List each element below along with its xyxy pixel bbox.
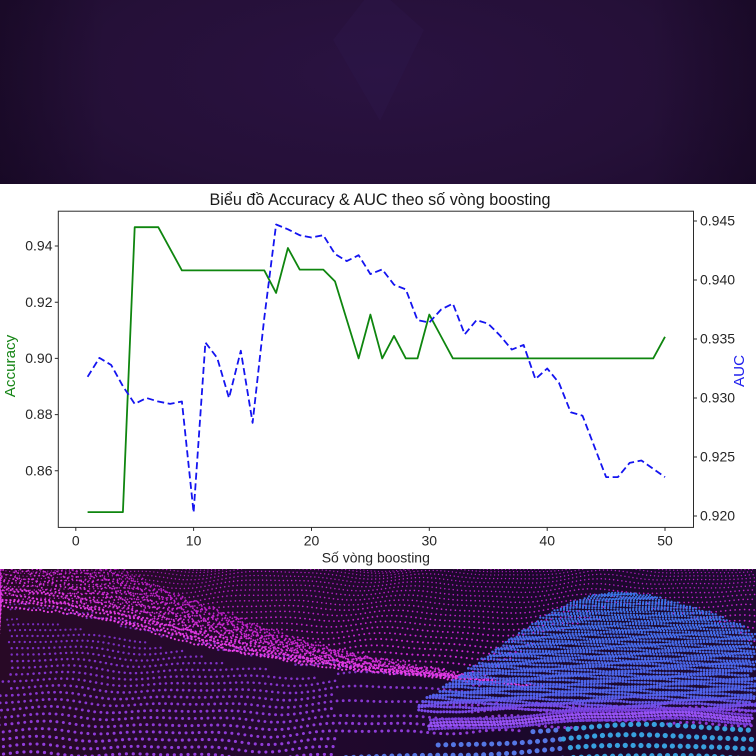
svg-text:40: 40 bbox=[539, 533, 555, 549]
svg-text:Accuracy: Accuracy bbox=[2, 334, 19, 397]
svg-text:0.920: 0.920 bbox=[700, 508, 735, 524]
svg-text:0: 0 bbox=[72, 533, 80, 549]
svg-text:Số vòng boosting: Số vòng boosting bbox=[322, 550, 430, 566]
svg-text:10: 10 bbox=[186, 533, 202, 549]
svg-text:20: 20 bbox=[304, 533, 320, 549]
svg-text:0.930: 0.930 bbox=[700, 390, 735, 406]
svg-text:0.92: 0.92 bbox=[25, 294, 52, 310]
svg-text:0.90: 0.90 bbox=[25, 350, 52, 366]
svg-text:30: 30 bbox=[422, 533, 438, 549]
svg-text:0.925: 0.925 bbox=[700, 449, 735, 465]
svg-text:Biểu đồ Accuracy & AUC theo số: Biểu đồ Accuracy & AUC theo số vòng boos… bbox=[209, 191, 550, 209]
svg-text:0.940: 0.940 bbox=[700, 272, 735, 288]
svg-text:0.94: 0.94 bbox=[25, 238, 52, 254]
svg-text:AUC: AUC bbox=[731, 355, 748, 387]
svg-text:0.86: 0.86 bbox=[25, 462, 52, 478]
svg-text:0.945: 0.945 bbox=[700, 213, 735, 229]
svg-text:0.88: 0.88 bbox=[25, 406, 52, 422]
svg-text:0.935: 0.935 bbox=[700, 331, 735, 347]
svg-text:50: 50 bbox=[657, 533, 673, 549]
